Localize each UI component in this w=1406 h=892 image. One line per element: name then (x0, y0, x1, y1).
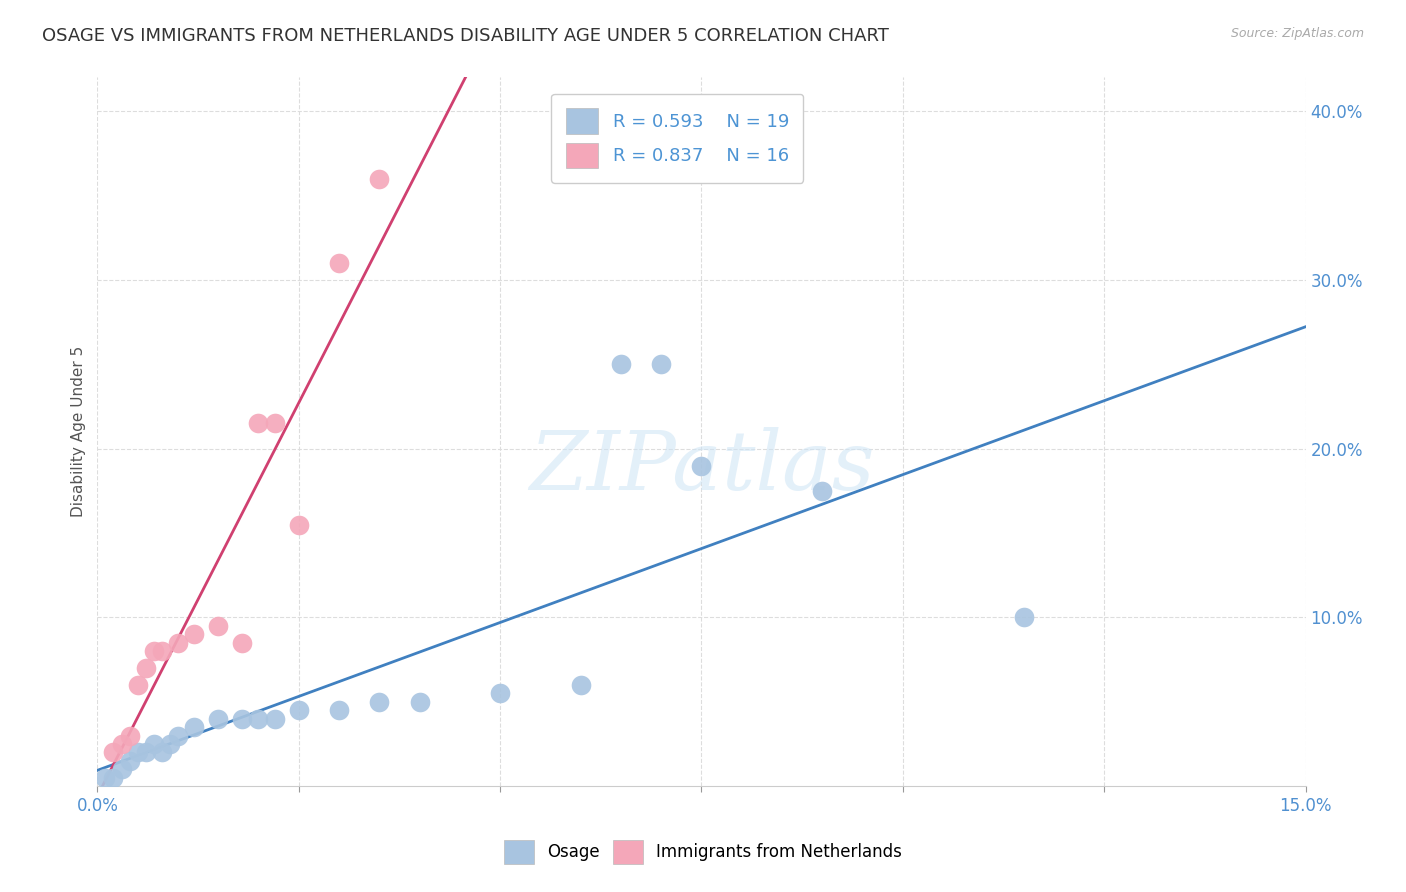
Point (690, 458, 713, 473)
Point (103, 771, 125, 785)
Point (247, 712, 270, 726)
Point (167, 729, 190, 743)
Legend: R = 0.593    N = 19, R = 0.837    N = 16: R = 0.593 N = 19, R = 0.837 N = 16 (551, 94, 803, 183)
Point (118, 729, 141, 743)
Point (118, 754, 141, 768)
Point (142, 737, 165, 751)
Point (167, 636, 190, 650)
Point (569, 678, 592, 692)
Point (127, 678, 149, 692)
Point (207, 712, 229, 726)
Point (263, 712, 285, 726)
Point (811, 483, 834, 498)
Point (135, 661, 157, 675)
Point (103, 745, 125, 759)
Point (231, 712, 253, 726)
Text: OSAGE VS IMMIGRANTS FROM NETHERLANDS DISABILITY AGE UNDER 5 CORRELATION CHART: OSAGE VS IMMIGRANTS FROM NETHERLANDS DIS… (42, 27, 889, 45)
Point (650, 357, 672, 371)
Point (110, 762, 132, 776)
Text: ZIPatlas: ZIPatlas (529, 427, 875, 508)
Point (368, 695, 391, 709)
Point (328, 703, 350, 717)
Point (150, 745, 173, 759)
Point (1012, 610, 1035, 624)
Point (610, 357, 633, 371)
Point (489, 686, 512, 700)
Point (247, 417, 270, 431)
Point (183, 720, 205, 734)
Point (110, 737, 132, 751)
Point (231, 636, 253, 650)
Point (127, 745, 149, 759)
Point (328, 256, 350, 270)
Point (150, 644, 173, 658)
Point (287, 703, 309, 717)
Point (408, 695, 430, 709)
Point (94, 771, 117, 785)
Point (142, 644, 165, 658)
Point (207, 619, 229, 633)
Point (135, 745, 157, 759)
Point (368, 171, 391, 186)
Point (287, 517, 309, 532)
Point (183, 627, 205, 641)
Text: Source: ZipAtlas.com: Source: ZipAtlas.com (1230, 27, 1364, 40)
Y-axis label: Disability Age Under 5: Disability Age Under 5 (72, 346, 86, 517)
Legend: Osage, Immigrants from Netherlands: Osage, Immigrants from Netherlands (498, 833, 908, 871)
Point (159, 737, 181, 751)
Point (263, 417, 285, 431)
